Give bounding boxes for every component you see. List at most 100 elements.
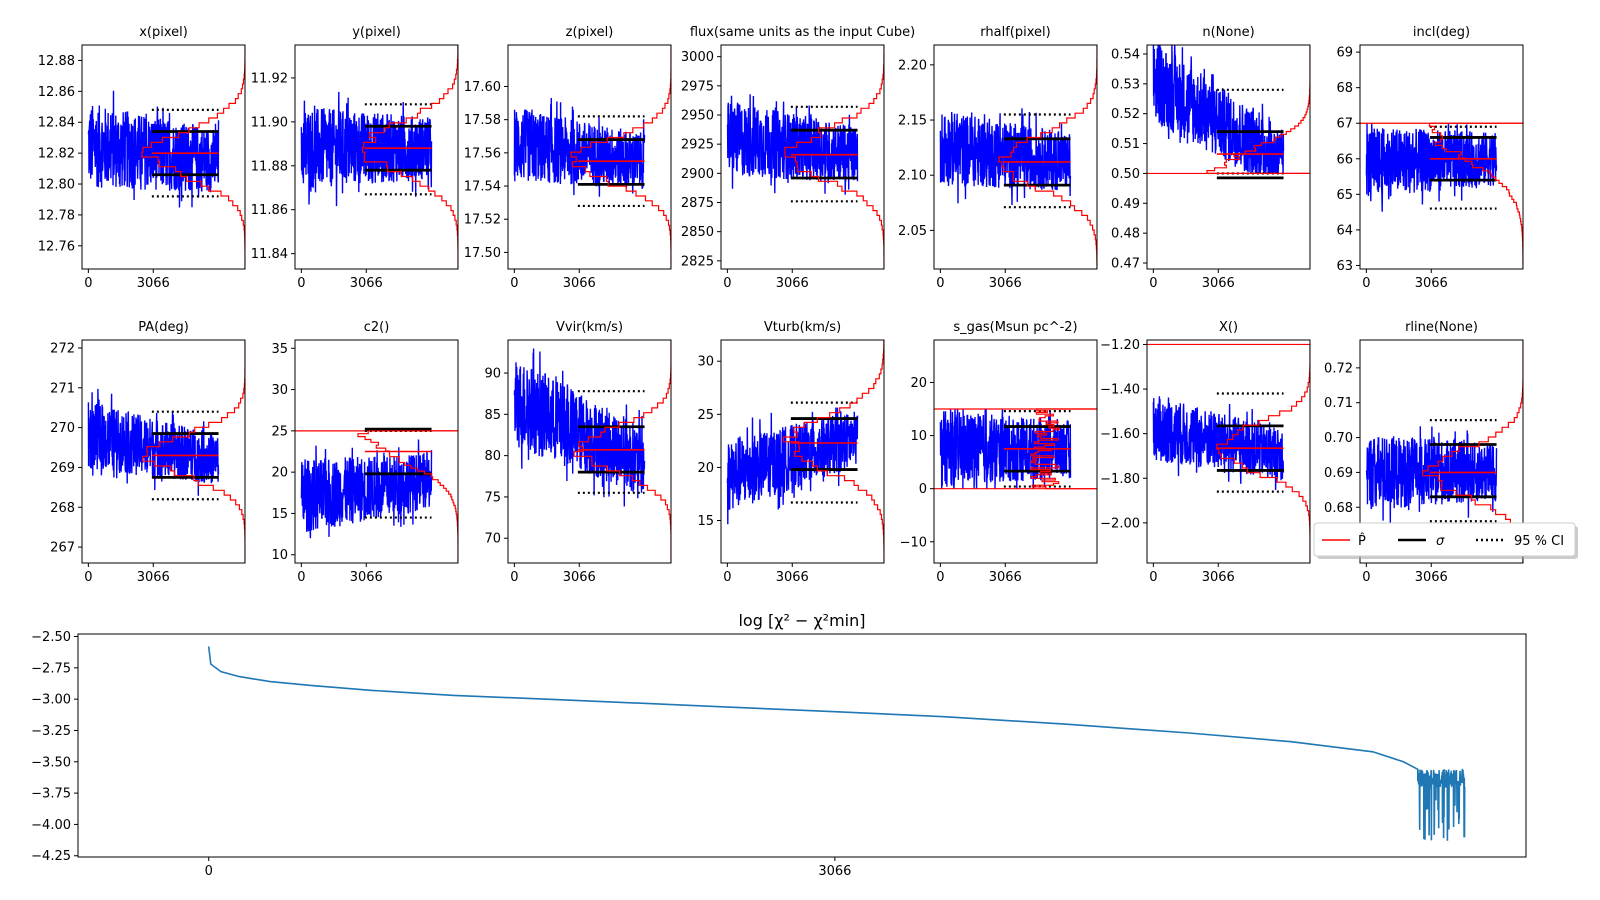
y-tick-label-4: 0.71: [1324, 396, 1353, 411]
marginal-histogram: [998, 45, 1097, 269]
y-tick-label-4: 11.92: [251, 71, 288, 86]
chain-trace: [726, 94, 859, 195]
panel-frame: [1146, 339, 1311, 564]
chain-trace: [939, 408, 1072, 489]
panel-title: flux(same units as the input Cube): [690, 25, 915, 40]
y-tick-label-2: 0.69: [1324, 466, 1353, 481]
marginal-histogram: [1428, 122, 1523, 269]
y-tick-label-3: 2900: [681, 167, 714, 182]
y-tick-label-2: 65: [1336, 188, 1353, 203]
y-tick-label-5: 17.60: [464, 80, 501, 95]
panel-frame: [933, 44, 1098, 270]
y-tick-label-3: 11.90: [251, 115, 288, 130]
legend-sigma-label: σ: [1436, 534, 1445, 549]
y-tick-label-4: 2925: [681, 138, 714, 153]
x-tick-label-1: 3066: [563, 570, 596, 585]
panel-plot-area: [87, 340, 245, 563]
panel-frame: [81, 44, 246, 270]
y-tick-label-2: −1.60: [1100, 427, 1140, 442]
panel-frame: [1146, 44, 1311, 270]
panel-frame: [507, 44, 672, 270]
y-tick-label-5: 272: [50, 341, 75, 356]
y-tick-label-1: 2850: [681, 225, 714, 240]
y-tick-label-5: 68: [1336, 81, 1353, 96]
panel-plot-area: [300, 45, 458, 269]
y-tick-label-6: 69: [1336, 46, 1353, 61]
x-tick-label-1: 3066: [989, 570, 1022, 585]
marginal-histogram: [1216, 344, 1310, 563]
panel-plot-area: [726, 340, 884, 563]
y-tick-label-5: 12.86: [38, 85, 75, 100]
y-tick-label-4: −1.20: [1100, 338, 1140, 353]
panel-title: n(None): [1202, 25, 1254, 40]
panel-2: 17.50 17.52 17.54 17.56 17.58 17.60 0 3066 z(pix…: [464, 25, 672, 291]
panel-9: 70 75 80 85 90 0 3066 Vvir(km/s): [484, 320, 672, 585]
y-tick-label-0: 11.84: [251, 247, 288, 262]
y-tick-label-3: 25: [271, 424, 288, 439]
chain-trace: [87, 388, 220, 496]
panel-title: x(pixel): [139, 25, 188, 40]
chain-trace: [939, 108, 1072, 206]
y-tick-label-2: 20: [271, 466, 288, 481]
panel-title: z(pixel): [566, 25, 614, 40]
y-tick-label-2: 17.54: [464, 180, 501, 195]
y-tick-label-1: 15: [271, 507, 288, 522]
y-tick-label-0: 63: [1336, 259, 1353, 274]
panel-frame: [720, 339, 885, 564]
chain-trace: [513, 348, 646, 507]
chi2-y-tick-label-3: −3.50: [31, 755, 71, 770]
y-tick-label-2: 25: [697, 408, 714, 423]
panel-title: rhalf(pixel): [980, 25, 1050, 40]
panel-plot-area: [1360, 122, 1523, 269]
panel-11: −10 0 10 20 0 3066 s_gas(Msun pc^-2): [900, 320, 1098, 585]
panel-5: 0.47 0.48 0.49 0.50 0.51 0.52 0.53 0.54 0 3066 n(N…: [1111, 25, 1311, 291]
y-tick-label-0: −10: [900, 535, 927, 550]
y-tick-label-2: 2875: [681, 196, 714, 211]
y-tick-label-1: 64: [1336, 223, 1353, 238]
y-tick-label-4: 30: [271, 383, 288, 398]
chi2-line: [207, 646, 1466, 841]
panel-frame: [720, 44, 885, 270]
x-tick-label-0: 0: [1362, 276, 1370, 291]
chain-trace: [300, 91, 433, 207]
y-tick-label-0: 17.50: [464, 246, 501, 261]
panel-frame: [507, 339, 672, 564]
x-tick-label-1: 3066: [776, 276, 809, 291]
panel-title: Vturb(km/s): [764, 320, 841, 335]
y-tick-label-5: 0.72: [1324, 361, 1353, 376]
panel-3: 2825 2850 2875 2900 2925 2950 2975 3000 0 3066 flu…: [681, 25, 915, 291]
y-tick-label-5: 0.52: [1111, 107, 1140, 122]
x-tick-label-1: 3066: [1415, 276, 1448, 291]
chi2-y-tick-label-5: −3.00: [31, 693, 71, 708]
panel-8: 10 15 20 25 30 35 0 3066 c2(): [271, 320, 459, 585]
x-tick-label-0: 0: [84, 570, 92, 585]
y-tick-label-2: 10: [910, 429, 927, 444]
marginal-histogram: [141, 45, 245, 269]
panel-title: y(pixel): [352, 25, 401, 40]
panel-12: −2.00 −1.80 −1.60 −1.40 −1.20 0 3066 X(): [1100, 320, 1311, 585]
y-tick-label-0: 267: [50, 541, 75, 556]
panel-title: s_gas(Msun pc^-2): [953, 320, 1077, 335]
panel-plot-area: [87, 45, 245, 269]
y-tick-label-7: 3000: [681, 50, 714, 65]
y-tick-label-1: −1.80: [1100, 472, 1140, 487]
chi2-title: log [χ² − χ²min]: [738, 611, 865, 630]
panel-1: 11.84 11.86 11.88 11.90 11.92 0 3066 y(pixel): [251, 25, 459, 291]
panel-6: 63 64 65 66 67 68 69 0 3066 incl(deg): [1336, 25, 1524, 291]
chi2-y-tick-label-1: −4.00: [31, 818, 71, 833]
legend: P̂ σ 95 % CI: [1313, 522, 1578, 559]
chi2-y-tick-label-6: −2.75: [31, 661, 71, 676]
y-tick-label-0: 70: [484, 532, 501, 547]
y-tick-label-0: 2825: [681, 254, 714, 269]
chain-trace: [1152, 396, 1285, 491]
panel-title: Vvir(km/s): [556, 320, 623, 335]
marginal-histogram: [1206, 45, 1310, 174]
legend-box: [1313, 522, 1576, 557]
y-tick-label-3: −1.40: [1100, 383, 1140, 398]
y-tick-label-5: 35: [271, 342, 288, 357]
y-tick-label-4: 271: [50, 381, 75, 396]
y-tick-label-6: 0.53: [1111, 77, 1140, 92]
legend-ci95-label: 95 % CI: [1514, 534, 1564, 549]
y-tick-label-7: 0.54: [1111, 47, 1140, 62]
